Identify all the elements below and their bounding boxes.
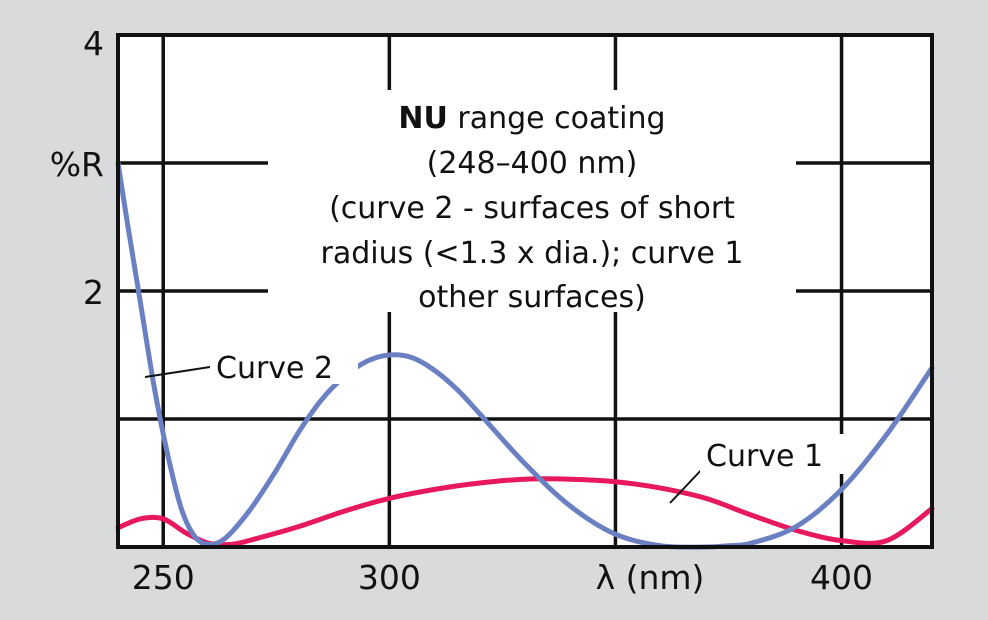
x-axis-label: λ (nm) <box>596 558 705 597</box>
annotation-line-4: radius (<1.3 x dia.); curve 1 <box>321 236 744 271</box>
annotation-line-2: (248–400 nm) <box>427 146 638 181</box>
curve-2-leader <box>144 366 211 378</box>
coating-annotation: NU range coating (248–400 nm) (curve 2 -… <box>268 90 796 315</box>
plot-frame <box>116 33 934 549</box>
x-tick-label: 250 <box>132 558 195 597</box>
curve-1-label-backing <box>700 434 850 474</box>
annotation-line-5: other surfaces) <box>418 280 646 315</box>
annotation-backing <box>268 90 796 312</box>
curve-labels: Curve 2 Curve 1 <box>144 346 850 504</box>
tick-labels: 250 300 400 2 4 <box>83 24 873 597</box>
curve-2-label-backing <box>210 346 358 384</box>
curve-1-label: Curve 1 <box>706 439 823 474</box>
curve-2-label: Curve 2 <box>216 351 333 386</box>
annotation-line-1: NU range coating <box>398 101 665 136</box>
x-tick-label: 300 <box>358 558 421 597</box>
curve-1-leader <box>669 465 706 504</box>
x-tick-label: 400 <box>810 558 873 597</box>
annotation-line-3: (curve 2 - surfaces of short <box>329 191 735 226</box>
y-axis-label: %R <box>50 145 104 184</box>
y-tick-label: 2 <box>83 273 104 312</box>
y-tick-label: 4 <box>83 24 104 63</box>
